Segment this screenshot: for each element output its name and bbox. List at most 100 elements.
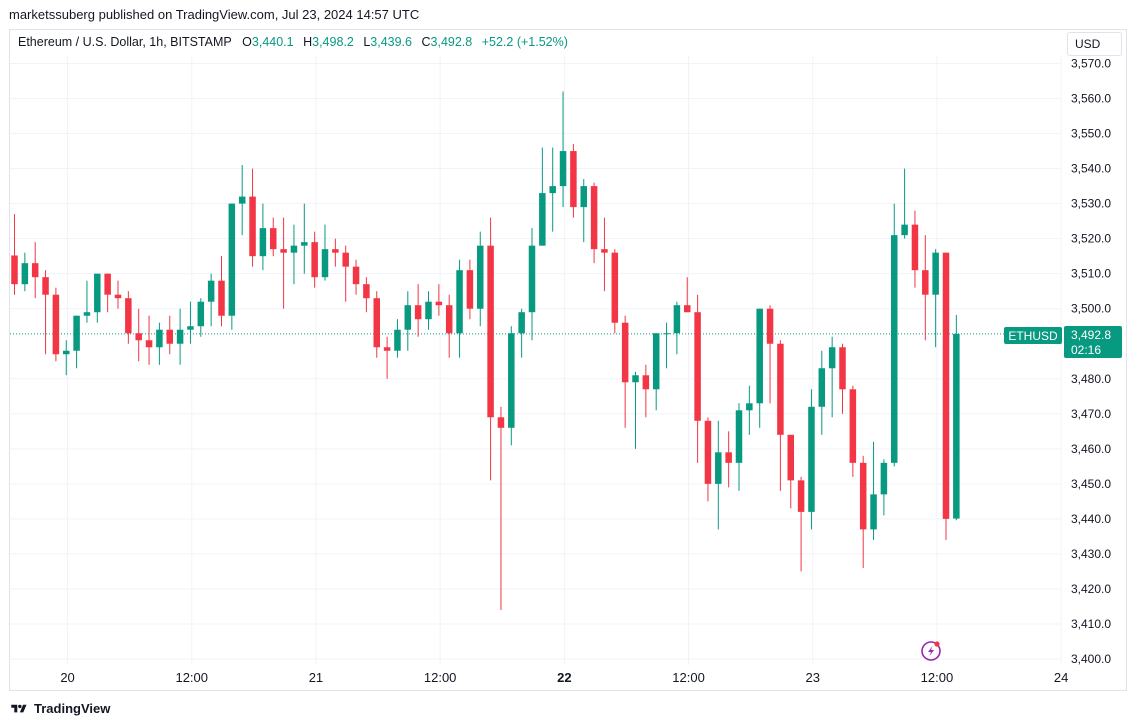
candle-body xyxy=(539,193,546,246)
candle-body xyxy=(52,294,60,355)
candle-body xyxy=(114,294,122,299)
legend-low-label: L xyxy=(363,35,371,49)
candle xyxy=(570,144,577,218)
candle-body xyxy=(766,308,774,344)
y-tick-label: 3,540.0 xyxy=(1071,162,1111,176)
candle xyxy=(435,284,443,316)
candle-body xyxy=(756,308,763,404)
currency-selector[interactable]: USD xyxy=(1067,32,1122,56)
candle xyxy=(518,308,525,358)
candle xyxy=(539,147,546,246)
candle xyxy=(735,403,743,491)
candle-body xyxy=(125,298,132,334)
candle-body xyxy=(94,273,101,313)
candle xyxy=(52,287,60,362)
symbol-tag xyxy=(1004,327,1062,344)
candle xyxy=(249,168,256,267)
candle-body xyxy=(73,315,80,351)
candle-body xyxy=(911,224,919,271)
candle-body xyxy=(808,406,815,512)
candle xyxy=(21,252,29,292)
candle xyxy=(922,235,929,341)
lightning-icon[interactable] xyxy=(921,641,941,661)
candle-body xyxy=(466,270,474,309)
candle xyxy=(404,291,412,351)
candle xyxy=(114,280,122,309)
candle xyxy=(31,242,39,299)
candle-body xyxy=(715,452,722,484)
footer-brand-label: TradingView xyxy=(34,701,111,716)
candle-body xyxy=(477,245,484,309)
candle xyxy=(94,273,101,323)
candle xyxy=(725,431,732,488)
candle xyxy=(942,252,950,540)
candle-body xyxy=(11,255,18,285)
candle-body xyxy=(570,151,577,208)
candle-body xyxy=(518,312,525,334)
candle xyxy=(601,217,608,292)
candle xyxy=(63,340,70,376)
price-tag xyxy=(1064,326,1122,358)
candle xyxy=(394,319,401,358)
x-tick-label: 23 xyxy=(806,670,820,685)
candle-body xyxy=(839,347,846,390)
y-tick-label: 3,400.0 xyxy=(1071,652,1111,666)
candle-body xyxy=(404,305,412,330)
candle-body xyxy=(611,252,619,323)
candle-body xyxy=(828,347,836,369)
candle xyxy=(301,203,308,274)
candle-body xyxy=(601,249,608,253)
candle xyxy=(632,371,639,449)
candle xyxy=(497,406,505,610)
candle-body xyxy=(394,329,401,351)
candle xyxy=(238,165,246,236)
candle xyxy=(83,280,91,323)
symbol-tag-label: ETHUSD xyxy=(1008,329,1058,343)
candle-body xyxy=(746,403,753,411)
candle-body xyxy=(859,462,867,530)
price-tag-price: 3,492.8 xyxy=(1071,328,1111,342)
candle-body xyxy=(63,350,70,355)
candle-body xyxy=(528,245,536,313)
y-tick-label: 3,560.0 xyxy=(1071,92,1111,106)
footer-brand[interactable]: TradingView xyxy=(9,701,110,716)
candle-body xyxy=(559,151,567,187)
legend-close-label: C xyxy=(421,35,431,49)
candle-body xyxy=(870,494,877,530)
x-tick-label: 24 xyxy=(1054,670,1068,685)
y-tick-label: 3,410.0 xyxy=(1071,617,1111,631)
candle-body xyxy=(694,312,701,421)
candle-body xyxy=(942,252,950,519)
x-tick-label: 20 xyxy=(60,670,74,685)
candle xyxy=(559,91,567,208)
candle xyxy=(166,315,173,355)
candle xyxy=(156,322,163,365)
candle xyxy=(704,417,712,502)
candle-body xyxy=(228,203,236,316)
candle xyxy=(715,420,722,530)
candle-body xyxy=(901,224,908,236)
y-tick-label: 3,570.0 xyxy=(1071,57,1111,71)
candle-body xyxy=(383,347,391,351)
candle-body xyxy=(207,280,215,302)
y-tick-label: 3,450.0 xyxy=(1071,477,1111,491)
candle xyxy=(311,231,318,288)
candle xyxy=(197,298,205,337)
candle xyxy=(621,315,629,428)
legend-low-value: 3,439.6 xyxy=(370,35,412,49)
candle xyxy=(373,291,380,358)
x-tick-label: 12:00 xyxy=(424,670,457,685)
candle xyxy=(125,291,132,344)
candle xyxy=(891,203,898,467)
candle-body xyxy=(590,186,598,250)
candle xyxy=(818,350,826,435)
candle xyxy=(590,182,598,264)
x-tick-label: 21 xyxy=(309,670,323,685)
y-tick-label: 3,510.0 xyxy=(1071,267,1111,281)
publisher-line: marketssuberg published on TradingView.c… xyxy=(9,7,420,22)
x-tick-label: 12:00 xyxy=(175,670,208,685)
candle xyxy=(901,168,908,239)
candle xyxy=(642,364,650,418)
candle xyxy=(932,249,939,348)
